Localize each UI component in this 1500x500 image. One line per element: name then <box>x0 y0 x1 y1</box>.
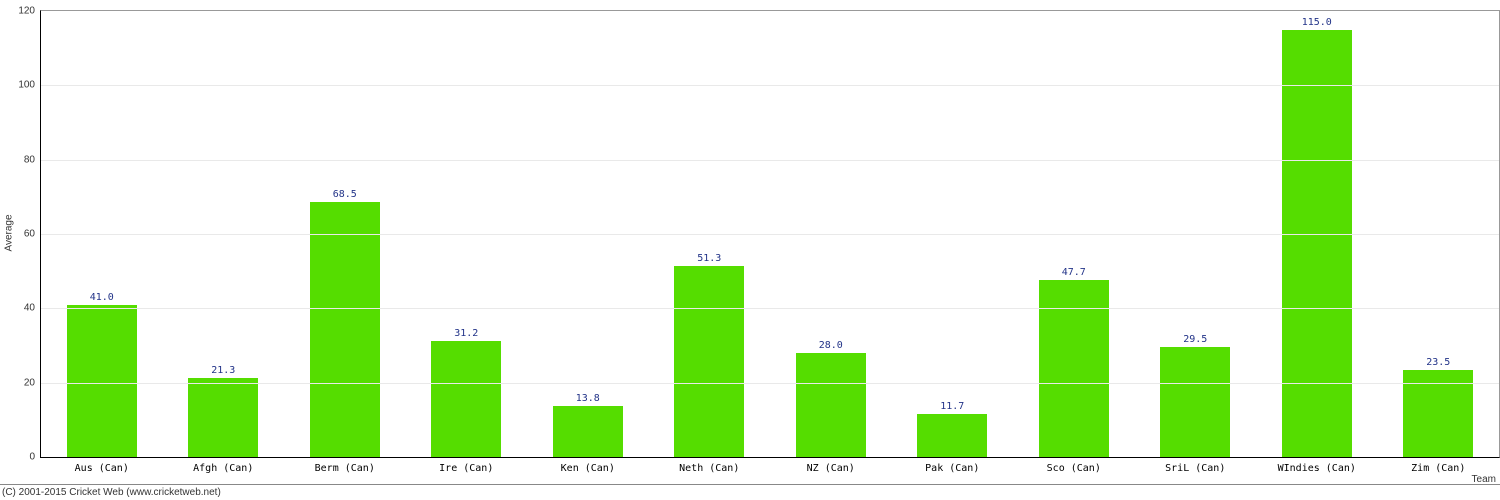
bar <box>67 305 137 457</box>
bar-group: 28.0NZ (Can) <box>796 340 866 457</box>
bar-value-label: 13.8 <box>576 393 600 404</box>
bar <box>674 266 744 457</box>
bar <box>553 406 623 457</box>
bar-group: 11.7Pak (Can) <box>917 401 987 457</box>
chart-container: 41.0Aus (Can)21.3Afgh (Can)68.5Berm (Can… <box>0 0 1500 500</box>
bar <box>310 202 380 457</box>
y-tick-label: 40 <box>24 303 35 314</box>
bar-value-label: 115.0 <box>1302 17 1332 28</box>
bar-value-label: 23.5 <box>1426 357 1450 368</box>
bar-group: 41.0Aus (Can) <box>67 292 137 457</box>
gridline <box>41 85 1499 86</box>
x-tick-label: WIndies (Can) <box>1278 463 1356 474</box>
bar-group: 13.8Ken (Can) <box>553 393 623 457</box>
y-tick-label: 80 <box>24 154 35 165</box>
bar-value-label: 31.2 <box>454 328 478 339</box>
bar-value-label: 68.5 <box>333 189 357 200</box>
bar-group: 51.3Neth (Can) <box>674 253 744 457</box>
gridline <box>41 160 1499 161</box>
bar <box>188 378 258 457</box>
bar-value-label: 21.3 <box>211 365 235 376</box>
x-tick-label: Zim (Can) <box>1411 463 1465 474</box>
footer-divider <box>0 484 1500 485</box>
y-tick-label: 20 <box>24 377 35 388</box>
bar-value-label: 51.3 <box>697 253 721 264</box>
x-tick-label: Aus (Can) <box>75 463 129 474</box>
y-tick-label: 120 <box>18 6 35 17</box>
bar-group: 23.5Zim (Can) <box>1403 357 1473 457</box>
y-tick-label: 0 <box>29 452 35 463</box>
y-tick-label: 60 <box>24 229 35 240</box>
credit-text: (C) 2001-2015 Cricket Web (www.cricketwe… <box>2 487 221 498</box>
bar-value-label: 29.5 <box>1183 334 1207 345</box>
x-tick-label: Afgh (Can) <box>193 463 253 474</box>
bar-group: 68.5Berm (Can) <box>310 189 380 457</box>
bar-value-label: 28.0 <box>819 340 843 351</box>
x-tick-label: Neth (Can) <box>679 463 739 474</box>
bar-group: 47.7Sco (Can) <box>1039 267 1109 457</box>
x-tick-label: Berm (Can) <box>315 463 375 474</box>
gridline <box>41 234 1499 235</box>
bar-group: 21.3Afgh (Can) <box>188 365 258 457</box>
bar-group: 29.5SriL (Can) <box>1160 334 1230 457</box>
bar <box>431 341 501 457</box>
x-tick-label: SriL (Can) <box>1165 463 1225 474</box>
gridline <box>41 383 1499 384</box>
bar <box>1039 280 1109 457</box>
bar <box>1282 30 1352 457</box>
bar-group: 115.0WIndies (Can) <box>1282 17 1352 457</box>
x-tick-label: Ken (Can) <box>561 463 615 474</box>
bar <box>796 353 866 457</box>
bar-value-label: 47.7 <box>1062 267 1086 278</box>
bar <box>1160 347 1230 457</box>
x-tick-label: Pak (Can) <box>925 463 979 474</box>
x-tick-label: Sco (Can) <box>1047 463 1101 474</box>
plot-area: 41.0Aus (Can) 21.3Afgh (Can) 68.5Berm (Can… <box>40 10 1500 458</box>
bar-value-label: 11.7 <box>940 401 964 412</box>
y-axis-title: Average <box>4 214 15 251</box>
bar-group: 31.2Ire (Can) <box>431 328 501 457</box>
x-tick-label: Ire (Can) <box>439 463 493 474</box>
gridline <box>41 308 1499 309</box>
x-tick-label: NZ (Can) <box>807 463 855 474</box>
bar <box>917 414 987 457</box>
bar-value-label: 41.0 <box>90 292 114 303</box>
y-tick-label: 100 <box>18 80 35 91</box>
